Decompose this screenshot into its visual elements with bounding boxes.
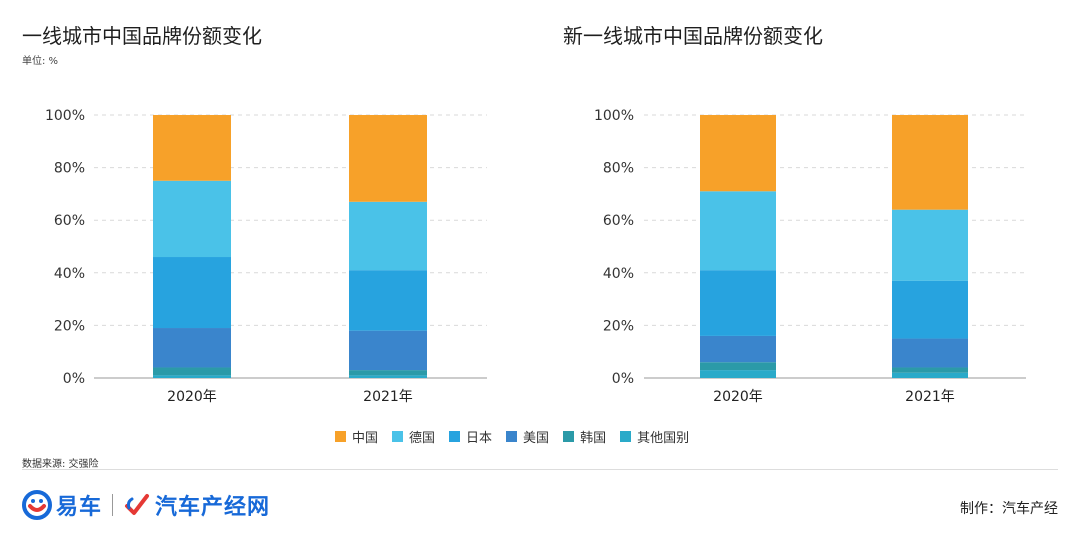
brand-separator (112, 494, 114, 516)
chart-title-left: 一线城市中国品牌份额变化 (22, 24, 262, 48)
legend-item-usa: 美国 (506, 427, 549, 446)
bar-segment (349, 370, 427, 376)
legend-item-korea: 韩国 (563, 427, 606, 446)
y-tick-label: 100% (45, 108, 85, 124)
bar-segment (349, 201, 427, 271)
legend-swatch-japan (449, 431, 461, 442)
y-tick-label: 20% (54, 318, 85, 334)
bar-segment (153, 257, 231, 329)
bar-segment (153, 180, 231, 258)
legend-item-germany: 德国 (392, 427, 435, 446)
y-tick-label: 40% (54, 266, 85, 282)
y-tick-label: 0% (63, 371, 85, 387)
legend-item-other: 其他国别 (620, 427, 689, 446)
unit-label: 单位: % (22, 56, 59, 67)
bar-segment (349, 115, 427, 202)
bar-segment (700, 270, 776, 336)
legend-label-china: 中国 (352, 431, 379, 446)
legend-label-japan: 日本 (466, 431, 493, 446)
footer-divider (22, 469, 1058, 470)
qichechanjing-logo-text: 汽车产经网 (155, 495, 271, 520)
bar-segment (349, 330, 427, 371)
legend-swatch-germany (392, 431, 404, 442)
x-tick-label: 2020年 (167, 389, 217, 405)
bar-segment (153, 328, 231, 368)
y-tick-label: 0% (612, 371, 634, 387)
bar-segment (349, 270, 427, 331)
y-tick-label: 20% (603, 318, 634, 334)
legend-swatch-china (335, 431, 346, 442)
bar-segment (700, 191, 776, 271)
bar-segment (892, 280, 968, 339)
legend-label-germany: 德国 (409, 431, 436, 446)
bar-segment (700, 370, 776, 378)
bar-segment (892, 338, 968, 368)
bar-segment (892, 209, 968, 281)
legend-swatch-usa (506, 431, 518, 442)
yiche-logo-text: 易车 (56, 495, 103, 520)
legend-label-usa: 美国 (523, 431, 550, 446)
bar-segment (153, 115, 231, 181)
y-tick-label: 60% (54, 213, 85, 229)
bar-segment (153, 367, 231, 376)
yiche-logo-icon (22, 490, 52, 520)
legend-swatch-korea (563, 431, 575, 442)
bar-segment (892, 372, 968, 378)
bar-segment (349, 375, 427, 378)
qichechanjing-logo-icon (125, 494, 150, 515)
y-tick-label: 40% (603, 266, 634, 282)
bar-segment (892, 367, 968, 373)
legend: 中国 德国 日本 美国 韩国 其他国别 (335, 427, 689, 446)
y-tick-label: 80% (54, 161, 85, 177)
legend-item-china: 中国 (335, 427, 378, 446)
bar-segment (700, 335, 776, 363)
data-source: 数据来源: 交强险 (22, 459, 99, 470)
y-tick-label: 100% (594, 108, 634, 124)
credit-text: 制作：汽车产经 (960, 501, 1058, 517)
legend-item-japan: 日本 (449, 427, 492, 446)
x-tick-label: 2020年 (713, 389, 763, 405)
bar-segment (700, 362, 776, 371)
yiche-logo: 易车 (22, 489, 102, 521)
bar-segment (153, 375, 231, 378)
qichechanjing-logo: 汽车产经网 (123, 489, 270, 521)
legend-label-korea: 韩国 (580, 431, 607, 446)
x-tick-label: 2021年 (905, 389, 955, 405)
x-tick-label: 2021年 (363, 389, 413, 405)
y-tick-label: 60% (603, 213, 634, 229)
bar-segment (700, 115, 776, 192)
legend-swatch-other (620, 431, 632, 442)
brand-logos: 易车 汽车产经网 (22, 489, 270, 521)
bar-segment (892, 115, 968, 210)
y-tick-label: 80% (603, 161, 634, 177)
legend-label-other: 其他国别 (637, 431, 690, 446)
chart-title-right: 新一线城市中国品牌份额变化 (563, 24, 823, 48)
